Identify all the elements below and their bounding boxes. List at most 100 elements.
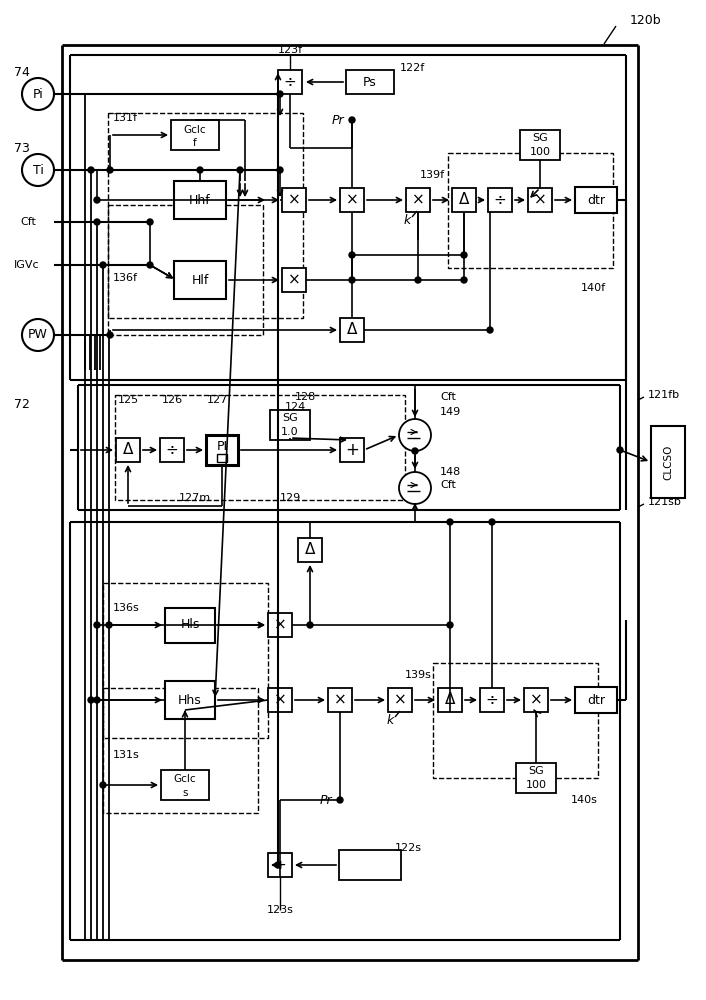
Text: 122s: 122s [395,843,422,853]
Circle shape [147,219,153,225]
Text: 72: 72 [14,398,30,412]
Text: ÷: ÷ [493,192,506,208]
Circle shape [100,262,106,268]
Circle shape [22,154,54,186]
FancyBboxPatch shape [488,188,512,212]
FancyBboxPatch shape [651,426,685,498]
Text: 131s: 131s [113,750,140,760]
FancyBboxPatch shape [116,438,140,462]
FancyBboxPatch shape [174,261,226,299]
Text: 140s: 140s [571,795,598,805]
Circle shape [461,252,467,258]
Text: 127: 127 [207,395,228,405]
Circle shape [447,519,453,525]
Text: 128: 128 [295,392,316,402]
Circle shape [399,419,431,451]
Circle shape [275,862,281,868]
Text: ×: × [412,192,424,208]
FancyBboxPatch shape [438,688,462,712]
Text: Δ: Δ [305,542,315,558]
Text: Cft: Cft [440,392,456,402]
Text: ×: × [394,692,407,708]
Circle shape [337,797,343,803]
Circle shape [94,197,100,203]
FancyBboxPatch shape [165,681,215,719]
FancyBboxPatch shape [282,188,306,212]
FancyBboxPatch shape [217,454,227,462]
Circle shape [106,622,112,628]
FancyBboxPatch shape [171,120,219,150]
FancyBboxPatch shape [278,70,302,94]
Text: f: f [193,138,197,148]
Text: 121fb: 121fb [648,390,680,400]
Text: 73: 73 [14,141,30,154]
Circle shape [94,697,100,703]
Text: Cft: Cft [440,480,456,490]
Circle shape [94,219,100,225]
Text: PW: PW [28,328,48,342]
FancyBboxPatch shape [160,438,184,462]
Text: SG: SG [282,413,298,423]
FancyBboxPatch shape [270,410,310,440]
Text: Cft: Cft [20,217,36,227]
Text: 136f: 136f [113,273,138,283]
FancyBboxPatch shape [340,188,364,212]
Text: 129: 129 [280,493,301,503]
FancyBboxPatch shape [520,130,560,160]
Text: 74: 74 [14,66,30,79]
Text: 120b: 120b [630,13,662,26]
Text: 1.0: 1.0 [281,427,299,437]
Circle shape [399,472,431,504]
Text: ×: × [287,192,300,208]
Text: Gclc: Gclc [184,125,206,135]
FancyBboxPatch shape [575,687,617,713]
FancyBboxPatch shape [346,70,394,94]
Text: Hlf: Hlf [191,273,209,286]
Text: 123s: 123s [267,905,294,915]
Text: 136s: 136s [113,603,140,613]
Circle shape [415,277,421,283]
Text: k: k [403,214,411,227]
Text: Hls: Hls [180,618,200,632]
Circle shape [107,332,113,338]
Text: s: s [182,788,188,798]
Text: PI: PI [217,440,227,452]
Text: 125: 125 [118,395,139,405]
Text: Gclc: Gclc [174,774,196,784]
Text: ×: × [287,272,300,288]
Text: +: + [345,441,359,459]
FancyBboxPatch shape [161,770,209,800]
FancyBboxPatch shape [282,268,306,292]
FancyBboxPatch shape [406,188,430,212]
FancyBboxPatch shape [452,188,476,212]
FancyBboxPatch shape [528,188,552,212]
Text: ÷: ÷ [274,857,287,872]
Text: Hhf: Hhf [189,194,211,207]
FancyBboxPatch shape [268,853,292,877]
Text: 123f: 123f [277,45,303,55]
Text: Δ: Δ [445,692,455,708]
FancyBboxPatch shape [516,763,556,793]
Circle shape [94,622,100,628]
Circle shape [461,277,467,283]
Text: Δ: Δ [123,442,133,458]
Circle shape [487,327,493,333]
Circle shape [349,252,355,258]
Text: 149: 149 [440,407,461,417]
Text: Ps: Ps [363,76,377,89]
Circle shape [412,448,418,454]
Text: 127m: 127m [179,493,211,503]
Circle shape [22,78,54,110]
Text: SG: SG [528,766,544,776]
Circle shape [617,447,623,453]
Text: ×: × [346,192,359,208]
FancyBboxPatch shape [388,688,412,712]
Text: ×: × [274,692,287,708]
Circle shape [237,167,243,173]
Circle shape [277,167,283,173]
Text: 121sb: 121sb [648,497,682,507]
FancyBboxPatch shape [340,318,364,342]
Text: IGVc: IGVc [14,260,40,270]
Text: ×: × [534,192,546,208]
FancyBboxPatch shape [480,688,504,712]
